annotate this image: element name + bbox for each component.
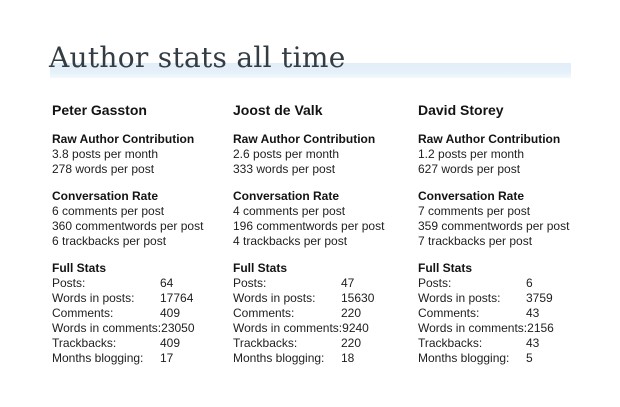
title-highlight-strip (50, 63, 571, 78)
stat-row: Words in posts: 17764 (52, 291, 232, 306)
section-heading: Conversation Rate (233, 189, 340, 203)
stat-row: Trackbacks: 220 (233, 336, 413, 351)
stat-label: Trackbacks: (52, 336, 117, 350)
stat-value: 5 (526, 351, 533, 365)
stat-row: Trackbacks: 409 (52, 336, 232, 351)
stat-label: Words in posts: (418, 291, 501, 305)
section-heading: Conversation Rate (52, 189, 159, 203)
stat-row: Trackbacks: 43 (418, 336, 598, 351)
stat-value: 3759 (526, 291, 553, 305)
section-heading: Full Stats (52, 261, 107, 275)
author-name: David Storey (418, 102, 504, 118)
stat-row: Comments: 409 (52, 306, 232, 321)
author-column: Joost de Valk Raw Author Contribution 2.… (233, 102, 413, 366)
stat-label: Comments: (418, 306, 480, 320)
stat-line: 627 words per post (418, 162, 521, 176)
stat-value: 6 (526, 276, 533, 290)
stat-row: Comments: 220 (233, 306, 413, 321)
author-column: Peter Gasston Raw Author Contribution 3.… (52, 102, 232, 366)
stat-row: Months blogging: 5 (418, 351, 598, 366)
stat-label: Comments: (52, 306, 114, 320)
stat-row: Words in comments: 9240 (233, 321, 413, 336)
stat-value: 17764 (160, 291, 194, 305)
stat-value: 409 (160, 336, 181, 350)
full-stats-section: Full Stats Posts: 47 Words in posts: 156… (233, 261, 413, 366)
stat-label: Posts: (418, 276, 452, 290)
stat-value: 17 (160, 351, 174, 365)
stat-line: 4 comments per post (233, 204, 346, 218)
conversation-rate-section: Conversation Rate 7 comments per post 35… (418, 189, 598, 249)
stat-line: 360 commentwords per post (52, 219, 204, 233)
stat-row: Posts: 64 (52, 276, 232, 291)
section-heading: Conversation Rate (418, 189, 525, 203)
stat-label: Posts: (52, 276, 86, 290)
section-heading: Raw Author Contribution (52, 132, 195, 146)
stat-line: 3.8 posts per month (52, 147, 159, 161)
stat-line: 4 trackbacks per post (233, 234, 348, 248)
conversation-rate-section: Conversation Rate 4 comments per post 19… (233, 189, 413, 249)
stat-value: 9240 (342, 321, 369, 335)
stat-label: Trackbacks: (233, 336, 298, 350)
stat-value: 43 (526, 306, 540, 320)
stat-label: Words in comments: (418, 321, 528, 335)
stat-row: Words in posts: 15630 (233, 291, 413, 306)
stat-line: 7 comments per post (418, 204, 531, 218)
stat-line: 1.2 posts per month (418, 147, 525, 161)
stat-line: 2.6 posts per month (233, 147, 340, 161)
stat-value: 18 (341, 351, 355, 365)
raw-contribution-section: Raw Author Contribution 3.8 posts per mo… (52, 132, 232, 177)
stat-row: Comments: 43 (418, 306, 598, 321)
stat-value: 43 (526, 336, 540, 350)
page-title: Author stats all time (49, 41, 346, 74)
stat-label: Months blogging: (418, 351, 510, 365)
stat-row: Months blogging: 18 (233, 351, 413, 366)
stat-row: Words in comments: 2156 (418, 321, 598, 336)
stat-value: 64 (160, 276, 174, 290)
stat-line: 333 words per post (233, 162, 336, 176)
stat-line: 6 comments per post (52, 204, 165, 218)
section-heading: Full Stats (233, 261, 288, 275)
stat-row: Words in posts: 3759 (418, 291, 598, 306)
stat-value: 15630 (341, 291, 375, 305)
full-stats-section: Full Stats Posts: 6 Words in posts: 3759… (418, 261, 598, 366)
author-column: David Storey Raw Author Contribution 1.2… (418, 102, 598, 366)
stat-line: 196 commentwords per post (233, 219, 385, 233)
raw-contribution-section: Raw Author Contribution 1.2 posts per mo… (418, 132, 598, 177)
stat-label: Words in comments: (233, 321, 343, 335)
stat-label: Words in comments: (52, 321, 162, 335)
stat-row: Posts: 47 (233, 276, 413, 291)
stat-row: Months blogging: 17 (52, 351, 232, 366)
stat-line: 359 commentwords per post (418, 219, 570, 233)
stat-label: Months blogging: (52, 351, 144, 365)
author-name: Joost de Valk (233, 102, 323, 118)
stat-value: 47 (341, 276, 355, 290)
section-heading: Full Stats (418, 261, 473, 275)
stat-label: Months blogging: (233, 351, 325, 365)
stat-value: 23050 (161, 321, 195, 335)
stat-label: Trackbacks: (418, 336, 483, 350)
stat-label: Words in posts: (233, 291, 316, 305)
author-name: Peter Gasston (52, 102, 147, 118)
stat-value: 220 (341, 336, 362, 350)
section-heading: Raw Author Contribution (418, 132, 561, 146)
stat-value: 220 (341, 306, 362, 320)
raw-contribution-section: Raw Author Contribution 2.6 posts per mo… (233, 132, 413, 177)
stat-label: Comments: (233, 306, 295, 320)
stat-line: 6 trackbacks per post (52, 234, 167, 248)
stat-row: Posts: 6 (418, 276, 598, 291)
stat-row: Words in comments: 23050 (52, 321, 232, 336)
stat-line: 7 trackbacks per post (418, 234, 533, 248)
conversation-rate-section: Conversation Rate 6 comments per post 36… (52, 189, 232, 249)
stat-value: 409 (160, 306, 181, 320)
stat-label: Posts: (233, 276, 267, 290)
stat-line: 278 words per post (52, 162, 155, 176)
stat-label: Words in posts: (52, 291, 135, 305)
full-stats-section: Full Stats Posts: 64 Words in posts: 177… (52, 261, 232, 366)
section-heading: Raw Author Contribution (233, 132, 376, 146)
stat-value: 2156 (527, 321, 554, 335)
